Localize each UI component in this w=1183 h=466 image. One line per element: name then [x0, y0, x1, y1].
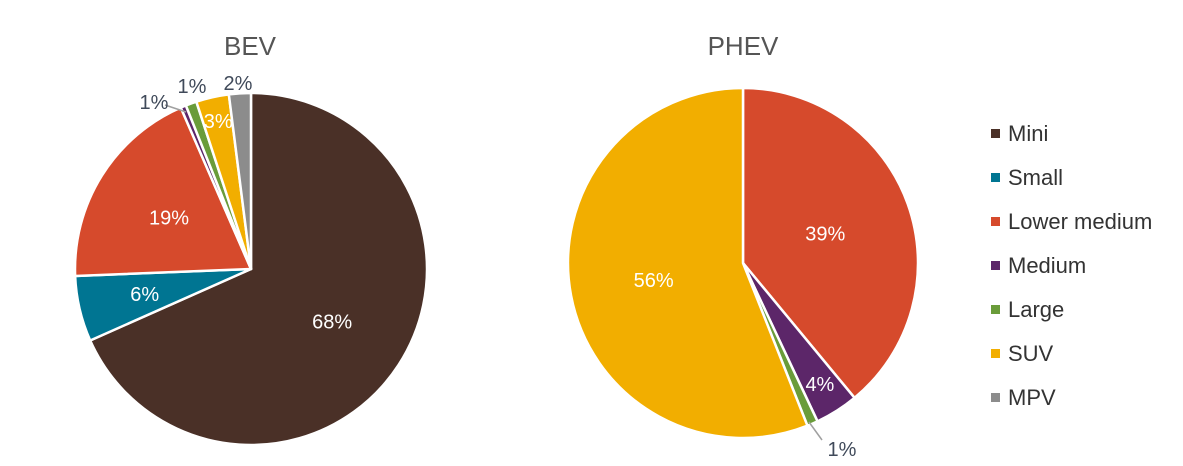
legend-label-small: Small [1008, 165, 1063, 190]
bev-slice-lower-medium [73, 106, 253, 278]
bev-chart-title: BEV [224, 31, 277, 61]
phev-pie: 39% 4% 1% 56% [566, 86, 920, 461]
legend-swatch-suv [991, 349, 1000, 358]
phev-chart-title: PHEV [708, 31, 779, 61]
legend-swatch-large [991, 305, 1000, 314]
bev-label-lower-medium: 19% [149, 208, 189, 230]
legend: Mini Small Lower medium Medium Large SUV MPV [991, 121, 1152, 410]
bev-label-mini: 68% [312, 312, 352, 334]
phev-slice-suv [566, 86, 809, 440]
bev-pie: 68% 6% 19% 1% 1% 3% 2% [73, 73, 429, 447]
bev-slice-mini [88, 91, 429, 447]
legend-label-medium: Medium [1008, 253, 1086, 278]
legend-swatch-mpv [991, 393, 1000, 402]
legend-swatch-medium [991, 261, 1000, 270]
bev-label-medium: 1% [140, 92, 169, 114]
bev-label-small: 6% [130, 284, 159, 306]
phev-label-lower-medium: 39% [805, 223, 845, 245]
legend-label-mpv: MPV [1008, 385, 1056, 410]
bev-leader-line-medium [164, 104, 187, 113]
legend-swatch-mini [991, 129, 1000, 138]
legend-label-suv: SUV [1008, 341, 1054, 366]
phev-label-medium: 4% [805, 374, 834, 396]
phev-label-large: 1% [828, 439, 857, 461]
phev-label-suv: 56% [634, 270, 674, 292]
phev-leader-line-large [808, 421, 823, 441]
phev-slice-lower-medium [741, 86, 920, 400]
legend-label-mini: Mini [1008, 121, 1048, 146]
bev-slice-mpv [227, 91, 253, 271]
legend-swatch-small [991, 173, 1000, 182]
bev-label-large: 1% [178, 76, 207, 98]
legend-label-large: Large [1008, 297, 1064, 322]
bev-label-mpv: 2% [224, 73, 253, 95]
bev-label-suv: 3% [204, 111, 233, 133]
legend-label-lower-medium: Lower medium [1008, 209, 1152, 234]
legend-swatch-lower-medium [991, 217, 1000, 226]
